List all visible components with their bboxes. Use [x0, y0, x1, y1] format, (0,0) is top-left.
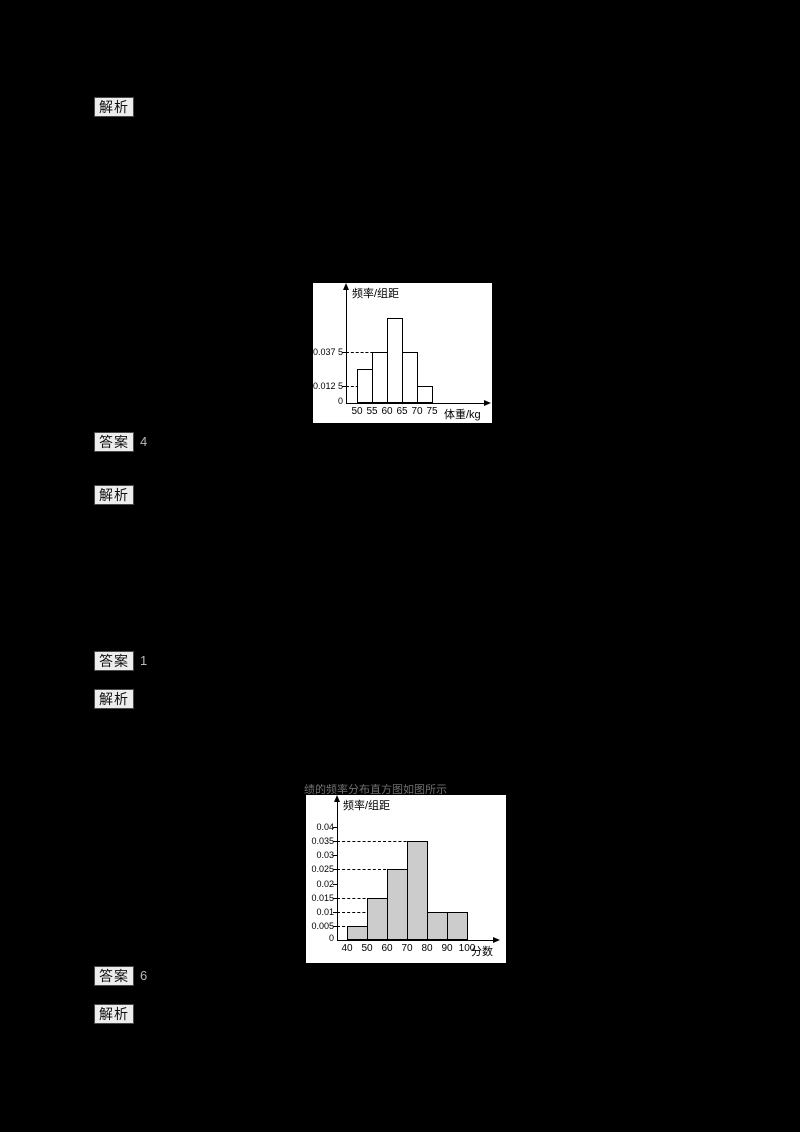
score-frequency-histogram: 0.04 0.035 0.03 0.025 0.02 0.015 0.01 0.005 0 40 5…: [306, 795, 506, 963]
histogram-bar: [417, 386, 433, 403]
y-tick: [333, 841, 337, 843]
y-tick-label: 0.03: [316, 850, 334, 861]
x-tick-label: 50: [351, 406, 363, 417]
y-tick-label: 0.015: [311, 892, 334, 903]
y-tick: [333, 855, 337, 857]
histogram-bar: [347, 925, 368, 940]
y-tick-label: 0.012 5: [312, 381, 343, 391]
x-axis-title: 体重/kg: [444, 409, 481, 421]
y-axis: [346, 288, 347, 403]
y-tick: [333, 869, 337, 871]
x-tick-label: 50: [361, 943, 373, 954]
histogram-bar: [387, 869, 408, 940]
y-tick: [333, 925, 337, 927]
y-axis-arrow-icon: [334, 795, 340, 802]
y-tick-label: 0.02: [316, 878, 334, 889]
x-tick-label: 60: [381, 943, 393, 954]
origin-label: 0: [328, 933, 334, 943]
dashed-guide: [337, 841, 427, 843]
y-tick: [342, 386, 346, 387]
x-tick-label: 55: [366, 406, 378, 417]
answer-text-fragment: 1: [140, 653, 148, 668]
y-tick: [333, 827, 337, 828]
x-tick-label: 80: [421, 943, 433, 954]
x-tick-label: 70: [411, 406, 423, 417]
y-axis: [337, 800, 338, 940]
y-tick-label: 0.025: [311, 864, 334, 875]
histogram-bar: [387, 318, 403, 403]
y-axis-title: 频率/组距: [352, 288, 400, 300]
histogram-bar: [402, 352, 418, 403]
x-axis-arrow-icon: [484, 400, 491, 406]
x-axis-title: 分数: [471, 946, 493, 958]
y-tick-label: 0.035: [311, 836, 334, 847]
dashed-guide: [337, 869, 427, 871]
analysis-tag: 解析: [94, 485, 134, 505]
x-tick-label: 75: [426, 406, 438, 417]
x-axis: [346, 403, 486, 404]
y-tick: [333, 897, 337, 899]
histogram-bar: [372, 352, 388, 403]
answer-tag: 答案: [94, 432, 134, 452]
histogram-bar: [367, 897, 388, 940]
histogram-bar: [357, 369, 373, 403]
y-tick-label: 0.04: [316, 822, 334, 832]
origin-label: 0: [337, 396, 343, 406]
histogram-bar: [447, 911, 468, 940]
histogram-bar: [407, 841, 428, 940]
analysis-tag: 解析: [94, 689, 134, 709]
faint-caption-fragment: 绩的频率分布直方图如图所示: [304, 784, 447, 794]
answer-tag: 答案: [94, 966, 134, 986]
analysis-tag: 解析: [94, 97, 134, 117]
x-tick-label: 90: [441, 943, 453, 954]
answer-text-fragment: 4: [140, 434, 148, 449]
y-tick-label: 0.005: [311, 920, 334, 931]
answer-tag: 答案: [94, 651, 134, 671]
y-axis-title: 频率/组距: [343, 800, 391, 812]
y-tick-label: 0.037 5: [312, 347, 343, 357]
weight-frequency-histogram: 0.037 5 0.012 5 0 50 55 60 65 70 75 频率/组距体重/kg: [313, 283, 492, 423]
x-tick-label: 65: [396, 406, 408, 417]
histogram-bar: [427, 911, 448, 940]
y-tick: [333, 911, 337, 913]
x-tick-label: 60: [381, 406, 393, 417]
x-axis-arrow-icon: [493, 937, 500, 943]
analysis-tag: 解析: [94, 1004, 134, 1024]
x-tick-label: 70: [401, 943, 413, 954]
y-tick-label: 0.01: [316, 906, 334, 917]
y-axis-arrow-icon: [343, 283, 349, 290]
x-axis: [337, 940, 495, 941]
y-tick: [333, 883, 337, 885]
answer-text-fragment: 6: [140, 968, 148, 983]
y-tick: [342, 352, 346, 353]
x-tick-label: 100: [458, 943, 476, 954]
x-tick-label: 40: [341, 943, 353, 954]
